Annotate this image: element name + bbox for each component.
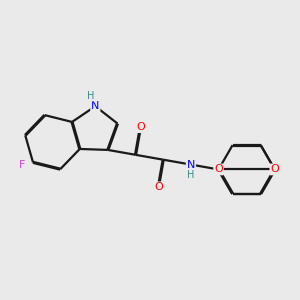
Text: N: N: [91, 101, 100, 111]
Text: F: F: [19, 160, 26, 170]
Text: O: O: [154, 182, 163, 192]
Text: H: H: [87, 91, 95, 100]
Text: O: O: [136, 122, 145, 132]
Text: O: O: [214, 164, 223, 174]
Text: H: H: [187, 170, 195, 180]
Text: N: N: [187, 160, 195, 170]
Text: O: O: [270, 164, 279, 174]
